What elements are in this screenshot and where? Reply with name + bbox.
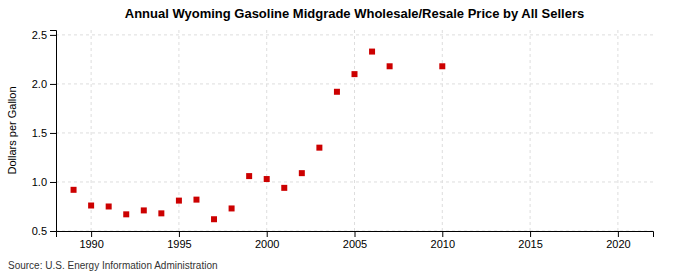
tick: 2015 bbox=[518, 231, 542, 250]
annotation: Source: U.S. Energy Information Administ… bbox=[8, 260, 218, 271]
tick-mark bbox=[50, 84, 56, 85]
point bbox=[229, 205, 235, 211]
tick-mark bbox=[91, 231, 92, 237]
point bbox=[316, 145, 322, 151]
points bbox=[71, 49, 446, 223]
point bbox=[123, 211, 129, 217]
tick-label: 2.5 bbox=[32, 29, 47, 41]
y-axis: 0.5 1.0 1.5 2.0 2.5 bbox=[32, 29, 57, 237]
chart: 1990 1995 2000 2005 2010 2015 2020 0.5 1.0 1.5 2.0… bbox=[0, 0, 675, 275]
tick: 1990 bbox=[79, 231, 103, 250]
point bbox=[281, 185, 287, 191]
point bbox=[352, 71, 358, 77]
grid-line bbox=[91, 30, 92, 231]
axis-line bbox=[50, 31, 57, 232]
point bbox=[176, 198, 182, 204]
tick-label: 1.5 bbox=[32, 127, 47, 139]
tick-label: 1990 bbox=[79, 238, 103, 250]
grid-line bbox=[442, 30, 443, 231]
x-axis: 1990 1995 2000 2005 2010 2015 2020 bbox=[57, 231, 654, 250]
grid-line bbox=[56, 34, 653, 35]
axis-line bbox=[57, 232, 654, 238]
tick-mark bbox=[50, 133, 56, 134]
point bbox=[299, 170, 305, 176]
tick-mark bbox=[267, 231, 268, 237]
tick: 2000 bbox=[255, 231, 279, 250]
tick-mark bbox=[442, 231, 443, 237]
tick-mark bbox=[50, 35, 56, 36]
tick-mark bbox=[179, 231, 180, 237]
tick-label: 2000 bbox=[255, 238, 279, 250]
point bbox=[71, 187, 77, 193]
tick-label: 2020 bbox=[606, 238, 630, 250]
tick-mark bbox=[50, 182, 56, 183]
tick: 2010 bbox=[431, 231, 455, 250]
point bbox=[246, 173, 252, 179]
point bbox=[369, 49, 375, 55]
grid-line bbox=[354, 30, 355, 231]
point bbox=[141, 207, 147, 213]
tick-label: 2010 bbox=[431, 238, 455, 250]
tick-mark bbox=[530, 231, 531, 237]
tick: 1995 bbox=[167, 231, 191, 250]
tick-mark bbox=[50, 231, 56, 232]
tick: 2.5 bbox=[32, 29, 56, 41]
plot: 1990 1995 2000 2005 2010 2015 2020 0.5 1.0 1.5 2.0… bbox=[32, 29, 654, 250]
y-axis-title: Dollars per Gallon bbox=[6, 86, 18, 174]
grid-line bbox=[530, 30, 531, 231]
point bbox=[211, 216, 217, 222]
tick-label: 1995 bbox=[167, 238, 191, 250]
point bbox=[88, 203, 94, 209]
tick-label: 2005 bbox=[343, 238, 367, 250]
tick: 2.0 bbox=[32, 78, 56, 90]
grid bbox=[56, 30, 653, 231]
tick-label: 2.0 bbox=[32, 78, 47, 90]
tick: 0.5 bbox=[32, 225, 56, 237]
tick-label: 2015 bbox=[518, 238, 542, 250]
tick: 1.0 bbox=[32, 176, 56, 188]
point bbox=[106, 203, 112, 209]
point bbox=[264, 176, 270, 182]
point bbox=[193, 197, 199, 203]
tick-mark bbox=[355, 231, 356, 237]
grid-line bbox=[266, 30, 267, 231]
point bbox=[334, 89, 340, 95]
grid-line bbox=[617, 30, 618, 231]
tick: 2020 bbox=[606, 231, 630, 250]
tick: 1.5 bbox=[32, 127, 56, 139]
tick-label: 0.5 bbox=[32, 225, 47, 237]
tick: 2005 bbox=[343, 231, 367, 250]
point bbox=[387, 63, 393, 69]
tick-mark bbox=[618, 231, 619, 237]
point bbox=[158, 210, 164, 216]
title: Annual Wyoming Gasoline Midgrade Wholesa… bbox=[125, 6, 584, 21]
tick-label: 1.0 bbox=[32, 176, 47, 188]
point bbox=[439, 63, 445, 69]
